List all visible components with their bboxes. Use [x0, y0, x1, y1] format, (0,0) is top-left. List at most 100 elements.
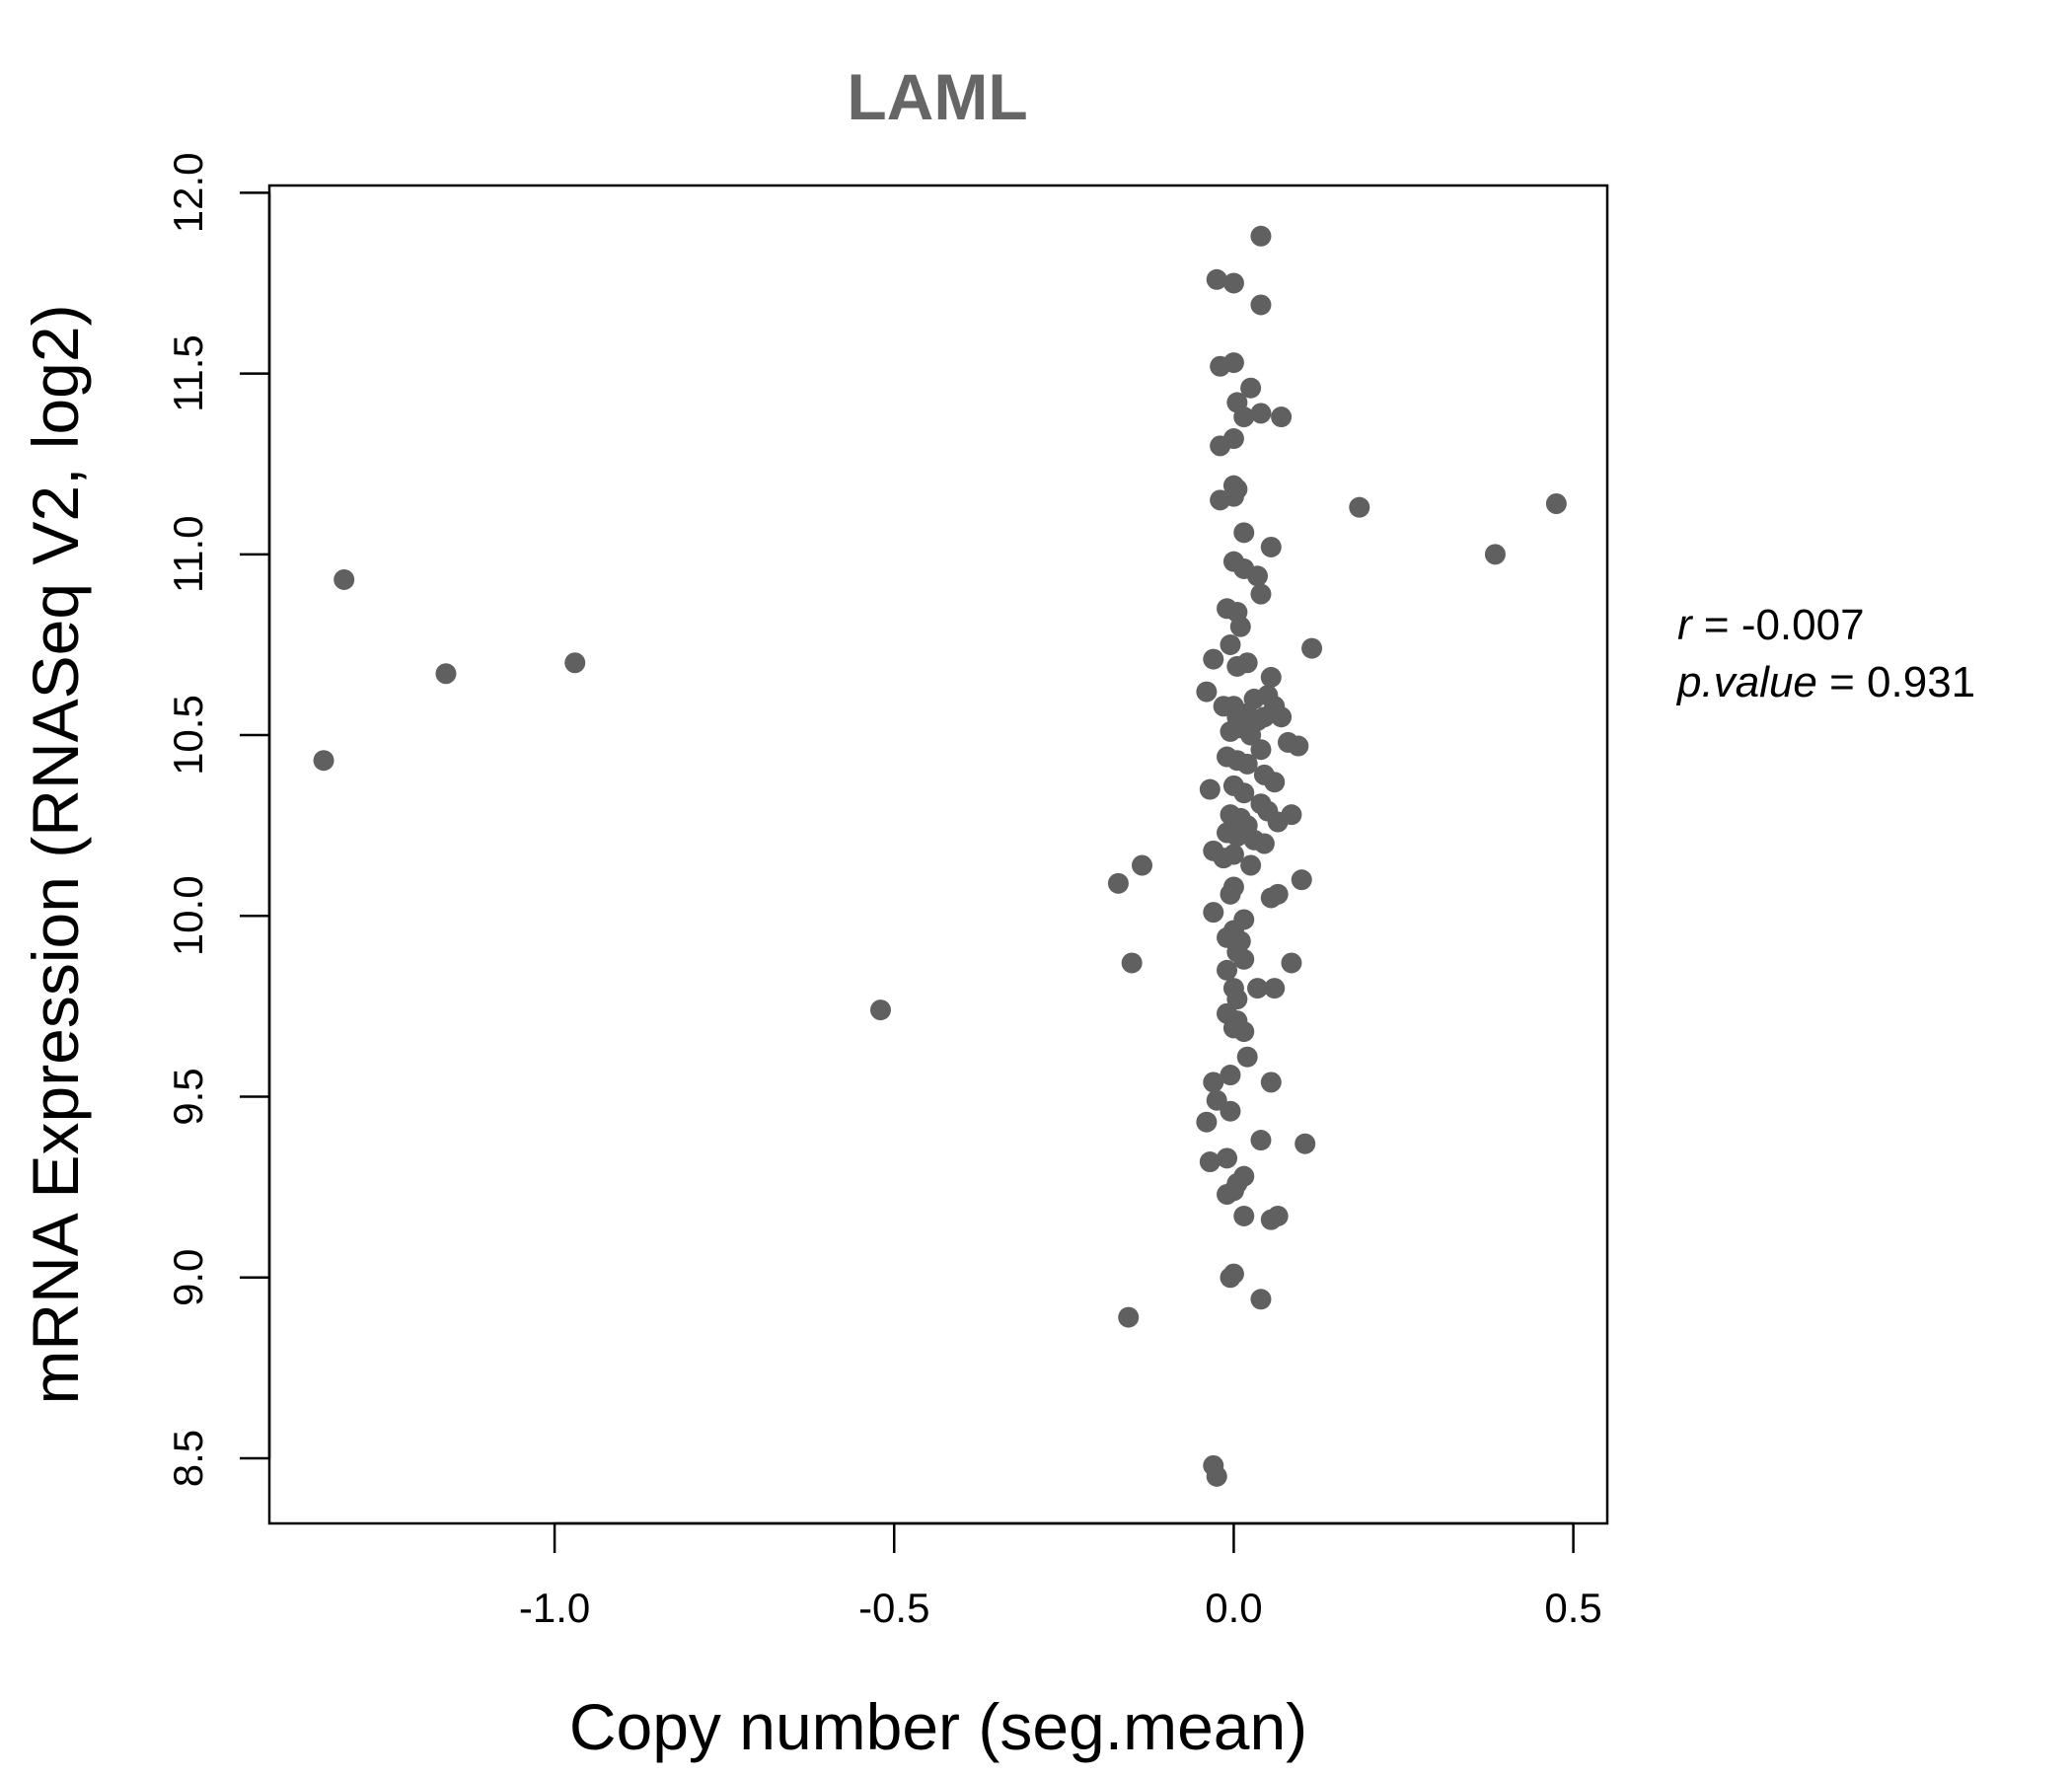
data-point	[1264, 978, 1286, 999]
data-point	[1250, 403, 1272, 424]
data-point	[1250, 583, 1272, 605]
data-point	[1220, 633, 1241, 655]
x-tick-label: 0.0	[1205, 1585, 1262, 1631]
p-value-statistic: p.value = 0.931	[1675, 658, 1975, 706]
y-tick-label: 10.0	[165, 875, 211, 956]
data-point	[1196, 681, 1218, 703]
y-axis: 8.5 9.0 9.5 10.0 10.5 11.0 11.5 12.0	[165, 152, 271, 1487]
data-point	[1233, 948, 1255, 970]
y-tick-label: 12.0	[165, 152, 211, 233]
data-point	[1199, 778, 1221, 800]
data-point	[1226, 989, 1248, 1010]
data-point	[1250, 739, 1272, 761]
data-point	[1196, 1111, 1218, 1133]
data-point	[1250, 1130, 1272, 1151]
data-point	[1271, 706, 1293, 728]
data-point	[1267, 1205, 1289, 1226]
data-point	[1107, 872, 1129, 894]
data-point	[1247, 978, 1269, 999]
data-point	[1250, 1289, 1272, 1310]
data-point	[1217, 926, 1238, 948]
x-tick-label: 0.5	[1544, 1585, 1601, 1631]
data-point	[1260, 1072, 1282, 1093]
data-point	[1233, 1205, 1255, 1226]
correlation-annotation: r = -0.007 p.value = 0.931	[1675, 601, 1975, 706]
y-axis-label: mRNA Expression (RNASeq V2, log2)	[19, 304, 92, 1404]
data-point	[869, 999, 891, 1021]
p-value-label: p.value	[1675, 658, 1817, 706]
data-point	[1233, 407, 1255, 428]
r-statistic: r = -0.007	[1677, 601, 1865, 649]
data-point	[313, 750, 334, 772]
data-point	[1250, 294, 1272, 316]
data-point	[1260, 536, 1282, 557]
data-point	[1240, 724, 1262, 746]
data-point	[1199, 1151, 1221, 1173]
y-tick-label: 9.0	[165, 1249, 211, 1306]
data-point	[1291, 869, 1312, 891]
data-point	[1271, 407, 1293, 428]
data-point	[1222, 844, 1244, 865]
data-point	[1226, 655, 1248, 677]
y-tick-label: 11.0	[165, 515, 211, 593]
data-point	[1220, 1100, 1241, 1122]
r-value: -0.007	[1741, 601, 1865, 649]
data-point	[1220, 1267, 1241, 1289]
data-point	[564, 652, 586, 674]
data-point	[1222, 1180, 1244, 1202]
data-point	[1233, 782, 1255, 804]
data-point	[1121, 952, 1143, 974]
x-axis-label: Copy number (seg.mean)	[569, 1690, 1307, 1763]
data-point	[1220, 720, 1241, 742]
data-point	[1545, 493, 1567, 515]
data-point	[1226, 826, 1248, 848]
data-point	[1236, 753, 1258, 775]
data-point	[1253, 833, 1275, 854]
data-point	[1217, 959, 1238, 981]
data-point	[1240, 854, 1262, 876]
y-tick-label: 9.5	[165, 1068, 211, 1125]
plot-area-border	[267, 184, 1609, 1525]
y-tick-label: 11.5	[165, 334, 211, 412]
data-point	[1267, 883, 1289, 905]
x-axis: -1.0 -0.5 0.0 0.5	[519, 1521, 1602, 1631]
data-point	[1222, 1017, 1244, 1039]
data-point	[1301, 637, 1323, 659]
data-point	[1281, 952, 1302, 974]
data-point	[1217, 1147, 1238, 1169]
data-point	[1229, 616, 1251, 637]
data-point	[1222, 485, 1244, 507]
data-point	[1236, 1046, 1258, 1068]
data-point	[1131, 854, 1152, 876]
data-point	[1260, 666, 1282, 688]
data-point	[1250, 225, 1272, 247]
data-point	[1288, 735, 1309, 757]
data-point	[333, 568, 355, 590]
data-point	[1203, 648, 1224, 670]
data-point	[1484, 544, 1506, 565]
data-point	[1203, 1072, 1224, 1093]
data-point	[1349, 496, 1370, 518]
data-point	[1206, 1465, 1227, 1487]
data-point	[1233, 557, 1255, 579]
data-points	[313, 225, 1567, 1487]
chart-title: LAML	[847, 60, 1027, 133]
r-equals: =	[1692, 601, 1741, 649]
data-point	[1222, 428, 1244, 450]
data-point	[1264, 772, 1286, 793]
data-point	[1203, 902, 1224, 924]
data-point	[1222, 352, 1244, 374]
x-tick-label: -1.0	[519, 1585, 590, 1631]
data-point	[1118, 1306, 1140, 1328]
r-label: r	[1677, 601, 1694, 649]
data-point	[435, 663, 457, 685]
y-tick-label: 10.5	[165, 695, 211, 776]
data-point	[1206, 268, 1227, 290]
data-point	[1222, 272, 1244, 294]
data-point	[1220, 1065, 1241, 1086]
data-point	[1267, 811, 1289, 833]
x-tick-label: -0.5	[858, 1585, 929, 1631]
data-point	[1240, 377, 1262, 399]
data-point	[1220, 883, 1241, 905]
